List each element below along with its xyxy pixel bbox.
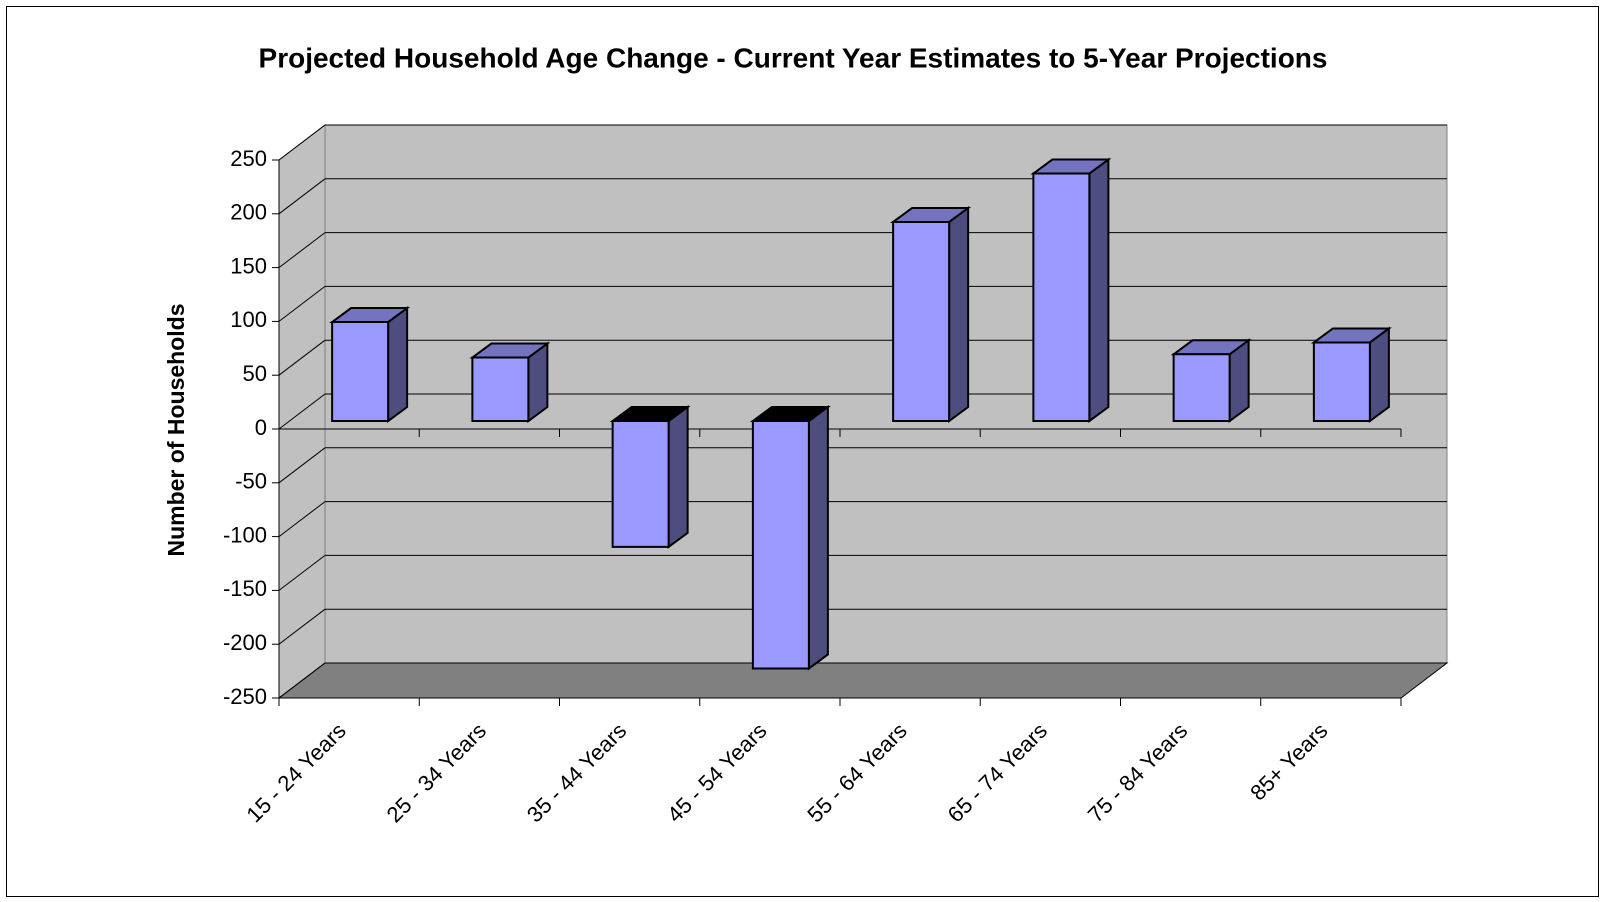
bar-side [807, 405, 829, 671]
bar-side [1088, 157, 1110, 423]
bar-side [387, 306, 409, 423]
floor [277, 662, 1449, 699]
bar [329, 306, 411, 423]
grid-line [278, 662, 326, 699]
y-tick-label: 200 [230, 200, 267, 225]
grid-line [278, 339, 326, 376]
grid-line [278, 286, 326, 322]
chart-title: Projected Household Age Change - Current… [259, 42, 1328, 73]
bar-front [1032, 172, 1091, 422]
bar [1310, 326, 1392, 423]
y-tick-label: 150 [230, 253, 267, 278]
grid-line [278, 393, 326, 430]
bar [609, 405, 691, 549]
bar [890, 205, 972, 423]
bar-front [611, 420, 670, 548]
y-axis-label: Number of Households [163, 303, 189, 556]
bar-front [1312, 341, 1371, 422]
grid-line [278, 178, 326, 215]
y-tick-label: -250 [223, 684, 267, 709]
y-tick-label: -100 [223, 522, 267, 547]
grid-line [278, 124, 326, 161]
bar [749, 405, 831, 671]
bar-side [948, 205, 970, 423]
y-tick-label: -200 [223, 630, 267, 655]
grid-line [278, 501, 326, 537]
bar [1170, 338, 1252, 423]
bar-front [471, 356, 530, 422]
y-tick-label: -50 [235, 469, 267, 494]
y-tick-label: -150 [223, 576, 267, 601]
grid-line [278, 608, 326, 645]
y-tick-label: 100 [230, 307, 267, 332]
y-tick-label: 0 [255, 415, 267, 440]
bar [469, 341, 551, 423]
bar-front [1172, 353, 1231, 422]
grid-line [278, 232, 326, 268]
bar-front [892, 220, 951, 422]
bar-front [751, 420, 810, 670]
bar-side [667, 405, 689, 549]
y-tick-label: 250 [230, 146, 267, 171]
y-tick-label: 50 [243, 361, 267, 386]
bar-front [331, 321, 390, 422]
grid-line [278, 555, 326, 591]
bar-side [1368, 326, 1390, 423]
bar [1030, 157, 1112, 423]
grid-line [278, 447, 326, 484]
